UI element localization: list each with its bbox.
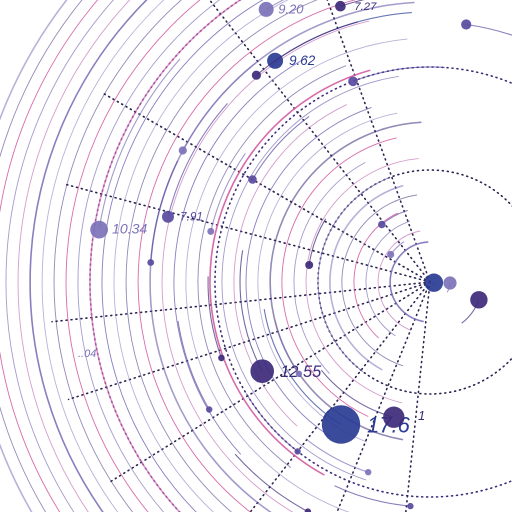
- arc-ring: [245, 107, 372, 437]
- data-point: [295, 370, 303, 377]
- grid-ring-1: [317, 169, 512, 395]
- point-trail: [256, 21, 359, 76]
- data-label: 7.27: [354, 1, 377, 13]
- point-trail: [245, 393, 298, 452]
- data-point: [304, 508, 312, 512]
- partial-label: 1: [418, 408, 425, 423]
- point-trail: [98, 58, 181, 230]
- arc-ring: [341, 194, 418, 367]
- arc-ring: [53, 0, 183, 512]
- point-trail: [252, 115, 310, 180]
- data-point: [378, 220, 386, 229]
- data-label: 9.62: [289, 53, 316, 68]
- arc-ring: [29, 0, 148, 512]
- data-point: [443, 276, 457, 290]
- arc-ring: [365, 220, 411, 337]
- arc-ring: [89, 0, 242, 512]
- point-trail: [305, 438, 369, 473]
- arc-ring: [173, 56, 309, 455]
- point-trail: [265, 0, 285, 10]
- data-point: [206, 406, 213, 413]
- point-trail: [352, 66, 445, 82]
- grid-ring-2: [214, 66, 512, 498]
- grid-spoke-8: [249, 281, 431, 512]
- arc-ring: [185, 38, 408, 512]
- arc-ring: [0, 0, 99, 512]
- arc-ring: [389, 241, 429, 323]
- arc-ring: [5, 0, 114, 512]
- data-point: [251, 70, 261, 80]
- data-point: [387, 250, 395, 259]
- arc-ring: [221, 75, 399, 481]
- data-label: 9.20: [278, 1, 304, 16]
- arc-ring: [77, 0, 221, 512]
- arc-ring: [197, 65, 347, 468]
- grid-spoke-10: [405, 281, 431, 512]
- point-trail: [234, 453, 309, 512]
- point-trail: [210, 152, 246, 232]
- arc-ring: [293, 162, 366, 374]
- point-trail: [150, 160, 179, 263]
- grid-spoke-9: [336, 281, 431, 512]
- arc-ring: [65, 0, 201, 512]
- arc-ring: [41, 0, 165, 512]
- data-point: [461, 19, 472, 30]
- data-point: [90, 220, 108, 239]
- arc-ring: [125, 0, 318, 512]
- grid-spoke-3: [100, 91, 431, 283]
- data-point: [348, 76, 358, 87]
- point-trail: [308, 218, 327, 266]
- point-trail: [239, 250, 263, 372]
- point-trail: [207, 276, 222, 359]
- data-label: 7.91: [180, 210, 203, 224]
- data-point: [178, 146, 187, 155]
- arc-ring: [377, 230, 421, 331]
- data-point: [470, 291, 488, 309]
- arc-ring: [329, 185, 404, 371]
- grid-spoke-2: [326, 0, 431, 283]
- point-trail: [381, 209, 408, 225]
- arc-ring: [17, 0, 131, 512]
- data-point: [250, 359, 274, 384]
- grid-spoke-1: [208, 0, 431, 283]
- data-point: [305, 261, 314, 269]
- point-trail: [466, 23, 512, 36]
- point-trail: [167, 103, 228, 217]
- data-point: [218, 354, 225, 362]
- arc-ring: [305, 158, 419, 404]
- data-point: [248, 175, 257, 184]
- data-point: [147, 259, 155, 266]
- data-point: [407, 502, 414, 510]
- arc-ring: [209, 69, 371, 476]
- data-point: [258, 1, 274, 17]
- arc-ring: [269, 121, 422, 441]
- data-point: [294, 448, 301, 455]
- partial-label: ..04: [78, 348, 96, 360]
- data-point: [365, 469, 372, 476]
- arc-ring: [113, 0, 289, 512]
- data-point: [383, 406, 405, 428]
- grid-spoke-4: [62, 182, 431, 283]
- arc-ring: [281, 137, 397, 417]
- arc-ring: [137, 0, 357, 512]
- data-point: [321, 405, 361, 444]
- data-label: 10.34: [112, 221, 147, 237]
- data-point: [335, 0, 346, 12]
- point-trail: [334, 485, 411, 507]
- point-trail: [274, 320, 300, 375]
- point-trail: [182, 62, 256, 151]
- point-trail: [177, 320, 210, 410]
- data-point: [162, 210, 174, 223]
- data-point: [424, 273, 444, 292]
- arc-ring: [101, 0, 264, 512]
- point-trail: [340, 0, 365, 7]
- data-point: [207, 227, 215, 235]
- grid-spoke-7: [106, 281, 431, 485]
- arc-ring: [317, 177, 390, 372]
- arc-ring: [257, 112, 398, 443]
